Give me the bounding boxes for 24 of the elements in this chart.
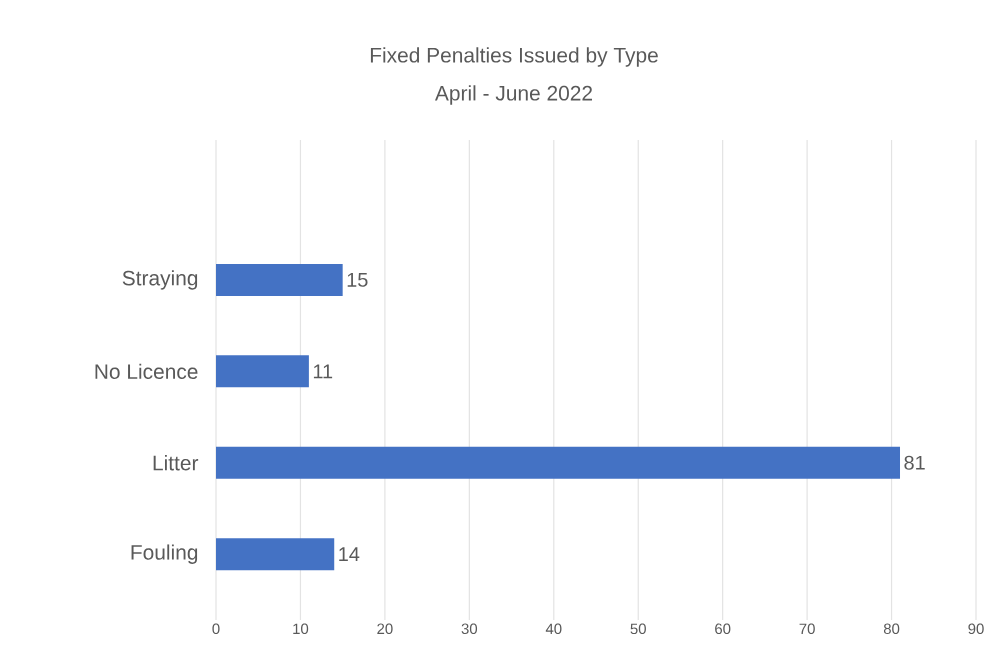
x-tick-label: 70 bbox=[799, 623, 815, 635]
y-tick-label: No Licence bbox=[95, 363, 198, 379]
chart-title: Fixed Penalties Issued by Type bbox=[370, 47, 658, 67]
x-tick-label: 60 bbox=[715, 623, 731, 635]
data-label: 14 bbox=[339, 547, 360, 562]
y-tick-label: Straying bbox=[122, 270, 198, 290]
x-tick-label: 80 bbox=[883, 623, 900, 635]
x-tick-label: 0 bbox=[212, 623, 220, 635]
x-tick-label: 20 bbox=[377, 623, 393, 635]
x-tick-label: 90 bbox=[968, 623, 984, 635]
data-label: 81 bbox=[904, 455, 925, 470]
x-tick-label: 30 bbox=[461, 623, 478, 635]
data-label: 15 bbox=[347, 272, 368, 287]
y-tick-label: Litter bbox=[153, 455, 199, 471]
x-tick-label: 40 bbox=[545, 623, 562, 635]
bar bbox=[216, 538, 335, 571]
bar bbox=[216, 263, 343, 296]
data-label: 11 bbox=[313, 364, 333, 379]
x-tick-label: 50 bbox=[630, 623, 646, 635]
x-tick-label: 10 bbox=[293, 623, 309, 635]
chart-subtitle: April - June 2022 bbox=[434, 85, 592, 105]
bar bbox=[216, 446, 901, 479]
y-tick-label: Fouling bbox=[131, 544, 198, 564]
bar bbox=[216, 355, 309, 388]
